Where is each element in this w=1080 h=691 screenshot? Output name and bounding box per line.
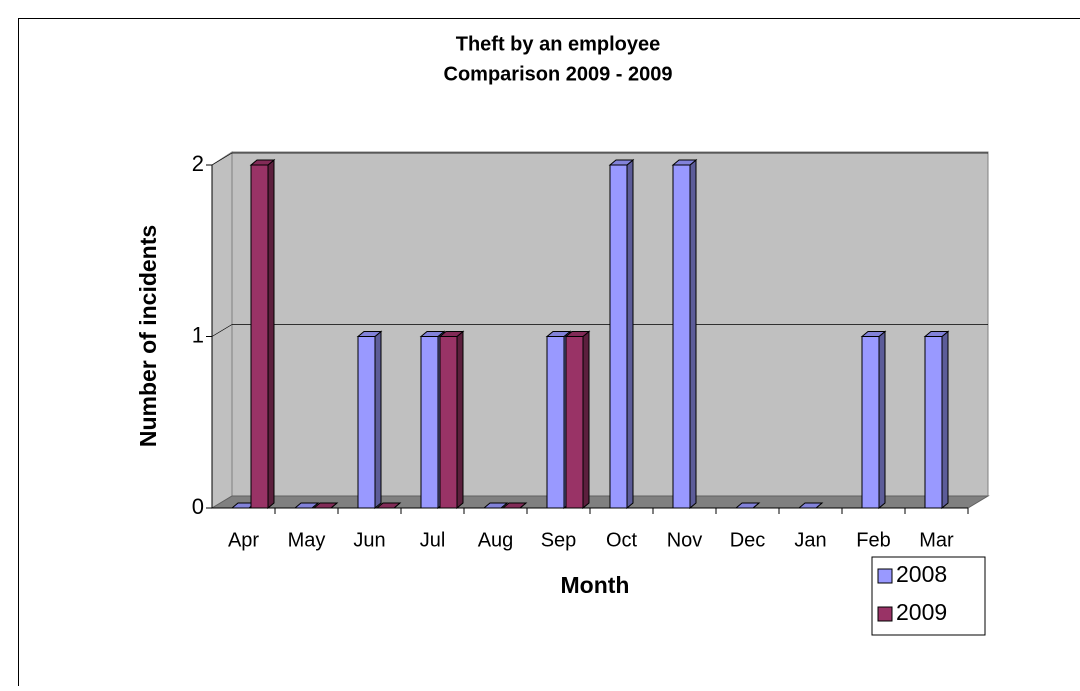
legend-swatch: [878, 607, 892, 621]
y-tick-label: 0: [192, 494, 204, 519]
bar: [547, 337, 564, 509]
bar-side: [690, 160, 696, 508]
bar: [440, 337, 457, 509]
legend-label: 2008: [896, 561, 947, 587]
bar-side: [457, 332, 463, 509]
x-tick-label: May: [288, 529, 326, 551]
y-tick-label: 2: [192, 151, 204, 176]
bar: [862, 337, 879, 509]
chart-subtitle: Comparison 2009 - 2009: [444, 63, 673, 85]
legend-swatch: [878, 569, 892, 583]
bar-side: [268, 160, 274, 508]
x-tick-label: Nov: [667, 529, 703, 551]
bar: [673, 165, 690, 508]
x-tick-label: Jun: [353, 529, 385, 551]
bar-side: [627, 160, 633, 508]
bar: [421, 337, 438, 509]
x-tick-label: Sep: [541, 529, 577, 551]
x-tick-label: Apr: [228, 529, 259, 551]
x-tick-label: Aug: [478, 529, 514, 551]
x-tick-label: Feb: [856, 529, 890, 551]
side-wall: [212, 152, 232, 508]
bar: [358, 337, 375, 509]
bar-side: [375, 332, 381, 509]
y-axis-label: Number of incidents: [135, 225, 161, 447]
x-tick-label: Oct: [606, 529, 638, 551]
bar: [251, 165, 268, 508]
bar-side: [583, 332, 589, 509]
bar: [566, 337, 583, 509]
bar: [610, 165, 627, 508]
x-axis-label: Month: [561, 572, 630, 598]
bar-side: [942, 332, 948, 509]
x-tick-label: Mar: [919, 529, 954, 551]
x-tick-label: Dec: [730, 529, 766, 551]
x-tick-label: Jul: [420, 529, 446, 551]
bar-side: [879, 332, 885, 509]
y-tick-label: 1: [192, 322, 204, 347]
legend-label: 2009: [896, 599, 947, 625]
chart-title: Theft by an employee: [456, 33, 661, 55]
bar: [925, 337, 942, 509]
x-tick-label: Jan: [794, 529, 826, 551]
